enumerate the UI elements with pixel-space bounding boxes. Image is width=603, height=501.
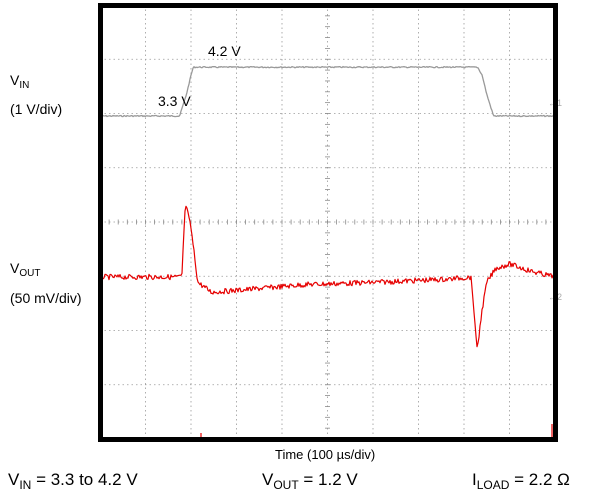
trace-vin <box>99 65 556 118</box>
vin-label-subscript: IN <box>19 80 30 91</box>
condition-vout: VOUT = 1.2 V <box>262 470 358 492</box>
vout-scale-label: (50 mV/div) <box>10 290 82 306</box>
grid <box>99 4 556 440</box>
condition-vout-symbol: V <box>262 470 274 489</box>
trace-vout <box>99 205 556 348</box>
condition-vout-subscript: OUT <box>273 478 299 492</box>
condition-vin-value: = 3.3 to 4.2 V <box>31 470 138 489</box>
plot-frame <box>98 3 558 442</box>
condition-iload-value: = 2.2 Ω <box>509 470 570 489</box>
traces: ←1←2 <box>99 65 562 439</box>
vin-label-symbol: V <box>10 72 20 88</box>
time-axis-label: Time (100 µs/div) <box>275 447 376 462</box>
level-low-label: 3.3 V <box>158 93 191 109</box>
vout-label: VOUT <box>10 260 40 282</box>
level-high-label: 4.2 V <box>208 43 241 59</box>
condition-vout-value: = 1.2 V <box>298 470 358 489</box>
condition-iload: ILOAD = 2.2 Ω <box>472 470 570 492</box>
condition-vin: VIN = 3.3 to 4.2 V <box>8 470 138 492</box>
condition-vin-subscript: IN <box>19 478 32 492</box>
vout-label-subscript: OUT <box>19 268 41 279</box>
vin-label: VIN <box>10 72 29 94</box>
condition-vin-symbol: V <box>8 470 20 489</box>
condition-iload-symbol: I <box>472 470 477 489</box>
vin-scale-label: (1 V/div) <box>10 101 63 117</box>
condition-iload-subscript: LOAD <box>476 478 510 492</box>
vout-label-symbol: V <box>10 260 20 276</box>
